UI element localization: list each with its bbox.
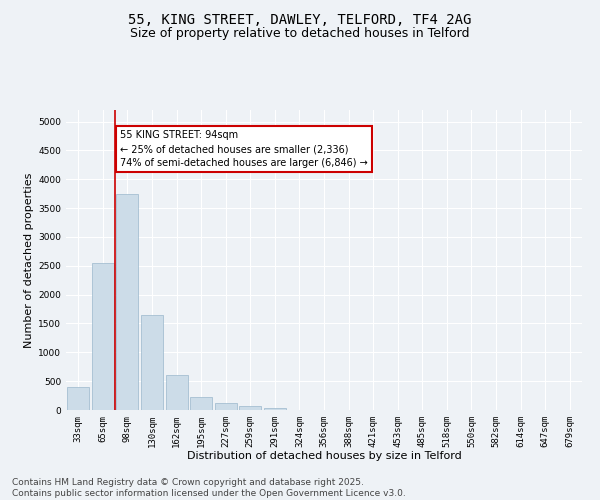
Text: Contains HM Land Registry data © Crown copyright and database right 2025.
Contai: Contains HM Land Registry data © Crown c…: [12, 478, 406, 498]
Bar: [141, 315, 163, 410]
Y-axis label: Number of detached properties: Number of detached properties: [24, 172, 34, 348]
Bar: [67, 387, 89, 410]
Text: 55 KING STREET: 94sqm
← 25% of detached houses are smaller (2,336)
74% of semi-d: 55 KING STREET: 94sqm ← 25% of detached …: [120, 130, 368, 168]
Bar: [190, 398, 212, 410]
Bar: [92, 263, 114, 410]
Bar: [264, 408, 286, 410]
X-axis label: Distribution of detached houses by size in Telford: Distribution of detached houses by size …: [187, 452, 461, 462]
Bar: [116, 194, 139, 410]
Bar: [239, 406, 262, 410]
Text: 55, KING STREET, DAWLEY, TELFORD, TF4 2AG: 55, KING STREET, DAWLEY, TELFORD, TF4 2A…: [128, 12, 472, 26]
Bar: [215, 403, 237, 410]
Text: Size of property relative to detached houses in Telford: Size of property relative to detached ho…: [130, 28, 470, 40]
Bar: [166, 376, 188, 410]
